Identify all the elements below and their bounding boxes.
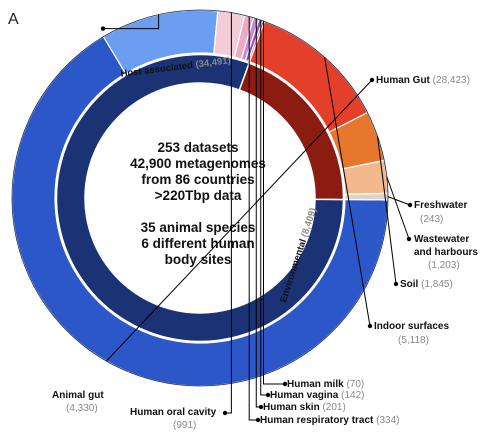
label-human-oral-cavity-name: Human oral cavity <box>130 407 217 418</box>
center-line: >220Tbp data <box>155 188 242 203</box>
leader-dot <box>282 381 288 387</box>
label-human-respiratory-tract-name: Human respiratory tract <box>260 415 376 426</box>
label-animal-gut-count: (4,330) <box>66 403 98 414</box>
label-human-vagina-name: Human vagina <box>270 390 341 401</box>
label-wastewater-and-harbours-name: and harbours <box>414 247 478 258</box>
label-human-respiratory-tract: Human respiratory tract (334) <box>260 415 400 426</box>
leader-dot <box>367 323 373 329</box>
leader-dot <box>258 404 264 410</box>
leader-line <box>263 21 285 385</box>
center-line: body sites <box>165 252 232 267</box>
leader-line <box>103 14 160 30</box>
label-human-gut-count: (28,423) <box>433 75 470 86</box>
center-text: 253 datasets 42,900 metagenomes from 86 … <box>130 140 266 267</box>
label-human-milk: Human milk (70) <box>287 379 364 390</box>
outer-labels: Human Gut (28,423) Animal gut (4,330) Human… <box>52 75 478 431</box>
leader-line <box>387 196 411 206</box>
leader-dot <box>393 281 399 287</box>
leader-line <box>106 79 373 362</box>
center-line: 35 animal species <box>141 220 256 235</box>
leader-dot <box>406 236 412 242</box>
label-human-skin: Human skin (201) <box>263 402 346 413</box>
label-human-skin-count: (201) <box>322 402 345 413</box>
label-human-gut-name: Human Gut <box>376 75 433 86</box>
leader-line <box>324 57 371 327</box>
label-soil-count: (1,845) <box>421 279 453 290</box>
label-animal-gut-name: Animal gut <box>52 390 104 401</box>
label-human-gut: Human Gut (28,423) <box>376 75 470 86</box>
label-wastewater-and-harbours-name: Wastewater <box>414 234 469 245</box>
leader-line <box>248 16 258 421</box>
outer-ring-outline <box>11 9 389 387</box>
panel-label: A <box>8 11 19 28</box>
leader-line <box>260 20 268 396</box>
label-soil: Soil (1,845) <box>400 279 453 290</box>
center-line: 6 different human <box>141 236 254 251</box>
leader-dot <box>265 392 271 398</box>
label-human-respiratory-tract-count: (334) <box>376 415 399 426</box>
center-line: 253 datasets <box>157 140 238 155</box>
leader-dot <box>222 410 228 416</box>
label-wastewater-and-harbours-count: (1,203) <box>428 260 460 271</box>
leader-dot <box>407 202 413 208</box>
center-hole <box>85 83 315 313</box>
label-human-vagina-count: (142) <box>341 390 364 401</box>
label-human-milk-name: Human milk <box>287 379 346 390</box>
label-human-milk-count: (70) <box>346 379 364 390</box>
leader-dot <box>369 77 375 83</box>
label-human-oral-cavity-count: (991) <box>173 420 196 431</box>
leader-lines <box>100 12 413 423</box>
label-freshwater-name: Freshwater <box>414 200 467 211</box>
center-line: 42,900 metagenomes <box>130 156 266 171</box>
label-soil-name: Soil <box>400 279 421 290</box>
slice-freshwater <box>344 192 389 201</box>
label-human-skin-name: Human skin <box>263 402 322 413</box>
label-indoor-surfaces-name: Indoor surfaces <box>374 321 449 332</box>
leader-dot <box>100 26 106 31</box>
label-human-vagina: Human vagina (142) <box>270 390 365 401</box>
center-line: from 86 countries <box>141 172 254 187</box>
leader-dot <box>255 417 261 423</box>
leader-line <box>386 176 410 240</box>
leader-line <box>376 135 397 285</box>
label-freshwater-count: (243) <box>420 214 443 225</box>
label-indoor-surfaces-count: (5,118) <box>398 335 429 346</box>
inner-label-count: (34,491) <box>195 55 231 70</box>
